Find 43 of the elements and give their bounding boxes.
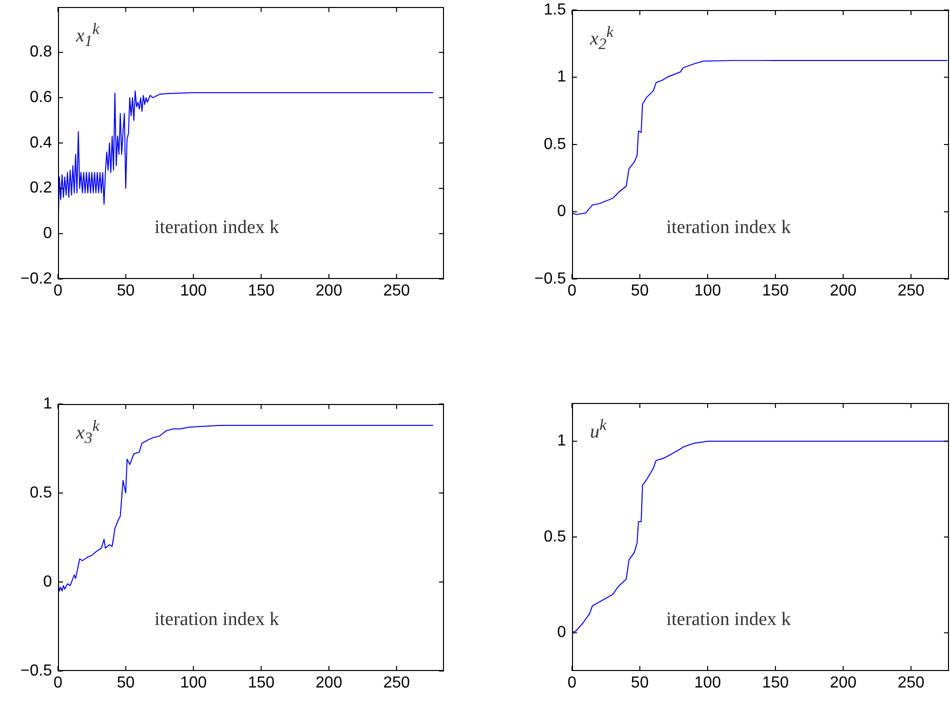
x-tick-label: 50 <box>116 282 135 300</box>
x-tick-label: 150 <box>248 282 275 300</box>
y-tick-label: 1 <box>557 68 566 86</box>
y-tick-label: 0 <box>43 573 52 590</box>
y-tick-label: 1.5 <box>544 1 566 18</box>
y-tick-label: −0.5 <box>534 270 566 288</box>
x-tick-label: 250 <box>898 282 924 300</box>
x-tick-label: 100 <box>694 282 722 300</box>
x-tick-label: 50 <box>630 282 649 300</box>
x-tick-label: 250 <box>383 674 410 692</box>
y-tick-label: 1 <box>43 395 52 412</box>
annotation: iteration index k <box>154 609 280 631</box>
y-tick-label: −0.2 <box>20 270 52 288</box>
x-tick-label: 50 <box>116 674 135 692</box>
x-tick-label: 200 <box>316 674 342 692</box>
x-tick-label: 150 <box>762 674 789 692</box>
y-tick-label: 0.5 <box>544 136 566 153</box>
y-tick-label: 0.4 <box>30 134 52 152</box>
y-tick-label: 0.2 <box>30 180 52 197</box>
x-tick-label: 100 <box>180 674 207 692</box>
annotation: iteration index k <box>666 217 791 239</box>
annotation: u$^{k}$ <box>590 417 607 444</box>
x-tick-label: 200 <box>830 282 857 300</box>
x-tick-label: 100 <box>180 282 207 300</box>
y-tick-label: 0.6 <box>30 89 52 106</box>
x-tick-label: 250 <box>898 674 924 692</box>
x-tick-label: 250 <box>383 282 410 300</box>
y-tick-label: 0.5 <box>30 484 52 502</box>
annotation: iteration index k <box>666 609 791 631</box>
y-tick-label: −0.5 <box>20 662 52 680</box>
x-tick-label: 200 <box>316 282 342 300</box>
y-tick-label: 0 <box>557 624 566 642</box>
x-tick-label: 50 <box>630 674 649 692</box>
x-tick-label: 200 <box>830 674 857 692</box>
x-tick-label: 150 <box>762 282 789 300</box>
y-tick-label: 0.5 <box>544 528 566 546</box>
y-tick-label: 0 <box>43 225 52 242</box>
x-tick-label: 150 <box>248 674 275 692</box>
x-tick-label: 100 <box>694 674 722 692</box>
y-tick-label: 0.8 <box>30 44 52 61</box>
y-tick-label: 0 <box>557 203 566 220</box>
annotation: iteration index k <box>154 217 280 239</box>
y-tick-label: 1 <box>557 432 566 450</box>
